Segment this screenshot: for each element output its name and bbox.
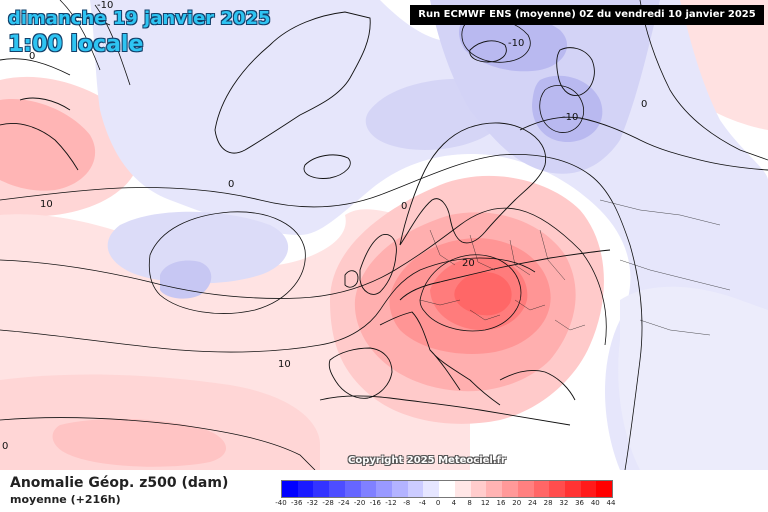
field-subtitle: moyenne (+216h): [10, 493, 121, 506]
legend-swatch: [360, 481, 377, 497]
legend-tick-label: 20: [512, 499, 522, 507]
contour-label-0-atlantic: 0: [228, 179, 234, 190]
contour-label-20-europe: 20: [462, 258, 475, 269]
legend-swatch: [439, 481, 455, 497]
legend-tick-label: 36: [575, 499, 585, 507]
country-borders: [419, 199, 731, 336]
forecast-date: dimanche 19 janvier 2025: [8, 8, 271, 29]
legend-swatch: [376, 481, 393, 497]
contour-label-0-greenland: 0: [29, 51, 35, 62]
color-legend-ticks: -40 -36 -32 -28 -24 -20 -16 -12 -8 -4 0 4 8 12 16 20 24 2…: [275, 499, 616, 509]
legend-tick-label: -16: [369, 499, 381, 507]
contour-label-0-siberia: 0: [641, 99, 647, 110]
anomaly-map: -10 -10 -10 0 0 0 0 10 10 20 0 dimanche …: [0, 0, 768, 471]
footer-panel: Anomalie Géop. z500 (dam) moyenne (+216h…: [0, 470, 768, 512]
map-canvas: -10 -10 -10 0 0 0 0 10 10 20 0: [0, 0, 768, 471]
contour-labels: -10 -10 -10 0 0 0 0 10 10 20 0: [2, 0, 647, 452]
contour-label-minus10-barents: -10: [508, 38, 524, 49]
contour-label-minus10-scandinavia: -10: [562, 112, 578, 123]
legend-tick-label: 40: [590, 499, 600, 507]
legend-swatch: [423, 481, 440, 497]
legend-tick-label: -8: [403, 499, 411, 507]
legend-tick-label: -12: [385, 499, 397, 507]
legend-swatch: [564, 481, 581, 497]
legend-tick-label: -28: [322, 499, 334, 507]
forecast-time: 1:00 locale: [8, 32, 144, 57]
negative-anomaly-fields: [90, 0, 768, 470]
legend-tick-label: 4: [451, 499, 457, 507]
contour-label-10-canada: 10: [40, 199, 53, 210]
legend-swatch: [470, 481, 487, 497]
positive-anomaly-fields: [0, 0, 768, 470]
legend-swatch: [392, 481, 408, 497]
legend-swatch: [533, 481, 550, 497]
legend-tick-label: -40: [275, 499, 287, 507]
legend-swatch: [596, 481, 613, 497]
legend-swatch: [549, 481, 565, 497]
legend-tick-label: 8: [467, 499, 472, 507]
legend-tick-label: -36: [290, 499, 303, 507]
legend-tick-label: -32: [306, 499, 319, 507]
legend-swatch: [313, 481, 330, 497]
legend-swatch: [486, 481, 503, 497]
legend-swatch: [297, 481, 314, 497]
copyright-text: Copyright 2025 Meteociel.fr: [348, 455, 506, 466]
legend-swatch: [580, 481, 597, 497]
coastlines: [0, 11, 768, 426]
legend-tick-label: 32: [559, 499, 569, 507]
contour-label-0-norway: 0: [401, 201, 407, 212]
legend-swatch: [282, 481, 298, 497]
field-title: Anomalie Géop. z500 (dam): [10, 475, 229, 491]
legend-tick-label: 16: [496, 499, 506, 507]
legend-tick-label: 44: [606, 499, 616, 507]
legend-swatch: [517, 481, 534, 497]
color-legend-bar: [281, 480, 613, 498]
legend-tick-label: 0: [435, 499, 441, 507]
legend-swatch: [407, 481, 424, 497]
run-info-banner: Run ECMWF ENS (moyenne) 0Z du vendredi 1…: [410, 5, 764, 25]
contour-lines: [0, 0, 768, 471]
contour-label-0-bottom-left: 0: [2, 441, 8, 452]
legend-tick-label: -24: [338, 499, 350, 507]
contour-label-10-atlantic: 10: [278, 359, 291, 370]
legend-swatch: [344, 481, 361, 497]
legend-tick-label: 12: [480, 499, 490, 507]
legend-tick-label: 24: [527, 499, 537, 507]
legend-swatch: [454, 481, 471, 497]
legend-tick-label: -20: [353, 499, 366, 507]
legend-swatch: [502, 481, 518, 497]
legend-swatch: [329, 481, 345, 497]
legend-tick-label: -4: [418, 499, 426, 507]
contour-label-minus10-labrador: -10: [97, 0, 113, 11]
legend-tick-label: 28: [543, 499, 553, 507]
